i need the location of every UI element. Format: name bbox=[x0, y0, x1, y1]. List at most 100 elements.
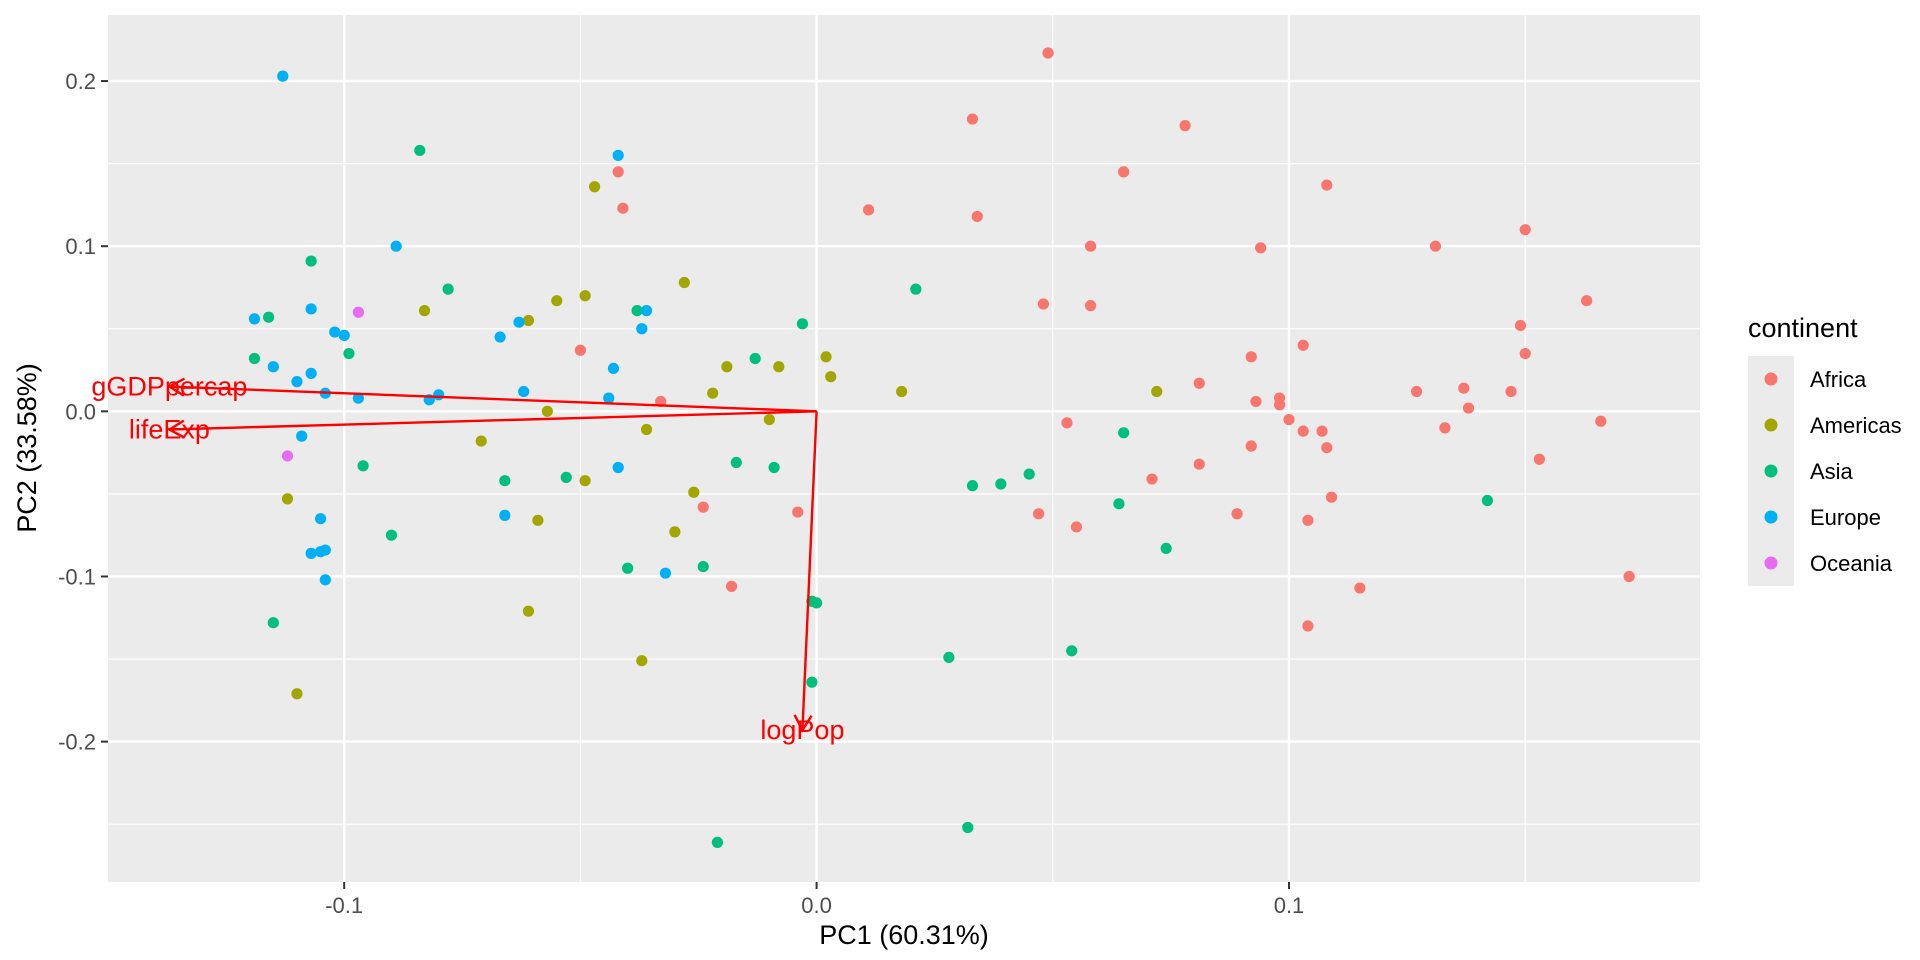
data-point-africa bbox=[1439, 422, 1451, 434]
legend-key-oceania bbox=[1764, 556, 1778, 570]
data-point-africa bbox=[612, 166, 624, 178]
data-point-europe bbox=[612, 461, 624, 474]
data-point-africa bbox=[1354, 582, 1366, 594]
loading-vectors: gGDPpercap lifeExp logPop bbox=[91, 372, 844, 745]
data-point-americas bbox=[825, 371, 837, 383]
data-point-asia bbox=[560, 471, 572, 483]
data-point-asia bbox=[730, 456, 742, 469]
data-point-asia bbox=[385, 529, 398, 541]
data-point-africa bbox=[1321, 179, 1333, 191]
data-point-europe bbox=[603, 392, 615, 404]
data-point-africa bbox=[1245, 440, 1257, 452]
data-point-americas bbox=[522, 605, 535, 617]
data-point-asia bbox=[1113, 498, 1125, 510]
data-point-americas bbox=[588, 181, 601, 193]
data-point-africa bbox=[1061, 417, 1073, 429]
data-point-asia bbox=[995, 478, 1007, 490]
legend-label: Americas bbox=[1810, 413, 1902, 438]
data-point-europe bbox=[499, 509, 511, 521]
data-point-africa bbox=[1533, 453, 1545, 465]
legend-key-asia bbox=[1764, 464, 1778, 478]
data-point-americas bbox=[707, 387, 719, 399]
x-tick-label: 0.1 bbox=[1274, 893, 1305, 918]
data-points bbox=[248, 47, 1635, 848]
data-point-africa bbox=[1146, 473, 1158, 485]
data-point-africa bbox=[1250, 395, 1262, 408]
data-point-europe bbox=[248, 313, 261, 325]
data-point-africa bbox=[1037, 298, 1049, 310]
data-point-asia bbox=[305, 255, 317, 267]
data-point-europe bbox=[659, 567, 672, 579]
legend-label: Asia bbox=[1810, 459, 1854, 484]
data-point-asia bbox=[357, 460, 369, 472]
data-point-europe bbox=[607, 362, 620, 375]
data-point-europe bbox=[305, 547, 317, 559]
data-point-americas bbox=[291, 688, 303, 700]
data-point-asia bbox=[263, 311, 275, 323]
loading-label: gGDPpercap bbox=[91, 372, 247, 402]
data-point-asia bbox=[697, 560, 709, 573]
legend-key-africa bbox=[1764, 372, 1778, 386]
data-point-americas bbox=[579, 290, 591, 302]
data-point-americas bbox=[678, 276, 690, 289]
data-point-africa bbox=[966, 113, 979, 125]
data-point-africa bbox=[1297, 339, 1309, 351]
data-point-africa bbox=[1519, 347, 1531, 360]
legend-label: Africa bbox=[1810, 367, 1867, 392]
legend-key-americas bbox=[1764, 418, 1778, 432]
data-point-asia bbox=[631, 305, 643, 317]
y-tick-label: 0.2 bbox=[65, 69, 96, 94]
legend-label: Oceania bbox=[1810, 551, 1893, 576]
data-point-europe bbox=[329, 326, 341, 338]
data-point-asia bbox=[414, 144, 426, 157]
y-tick-label: 0.0 bbox=[65, 399, 96, 424]
loading-vector bbox=[169, 410, 817, 431]
data-point-africa bbox=[1321, 442, 1333, 454]
grid-minor bbox=[108, 15, 1700, 882]
data-point-europe bbox=[319, 544, 331, 556]
data-point-europe bbox=[338, 329, 350, 341]
data-point-africa bbox=[1084, 300, 1097, 312]
loading-label: logPop bbox=[760, 715, 844, 745]
data-point-europe bbox=[390, 240, 402, 252]
data-point-americas bbox=[820, 351, 832, 363]
data-point-africa bbox=[1084, 240, 1097, 252]
data-point-europe bbox=[494, 331, 506, 343]
legend-key-europe bbox=[1764, 510, 1778, 524]
data-point-americas bbox=[418, 305, 431, 317]
y-tick-label: 0.1 bbox=[65, 234, 96, 259]
data-point-americas bbox=[551, 295, 563, 307]
data-point-asia bbox=[749, 352, 761, 365]
data-point-americas bbox=[541, 405, 553, 417]
data-point-asia bbox=[1066, 645, 1078, 657]
data-point-asia bbox=[343, 347, 355, 360]
data-point-europe bbox=[433, 389, 445, 401]
data-point-africa bbox=[574, 344, 587, 356]
data-point-africa bbox=[1283, 414, 1295, 426]
data-point-africa bbox=[1231, 508, 1243, 520]
data-point-africa bbox=[1302, 514, 1314, 526]
data-point-americas bbox=[688, 486, 700, 498]
data-point-africa bbox=[971, 210, 983, 223]
data-point-europe bbox=[305, 303, 317, 315]
data-point-americas bbox=[896, 385, 908, 398]
loading-vector bbox=[169, 385, 817, 413]
data-point-asia bbox=[267, 617, 279, 629]
data-point-africa bbox=[1070, 521, 1083, 533]
data-point-africa bbox=[1193, 377, 1205, 389]
data-point-africa bbox=[1514, 319, 1527, 332]
loading-label: lifeExp bbox=[129, 415, 210, 445]
data-point-asia bbox=[806, 676, 818, 688]
data-point-asia bbox=[943, 651, 955, 664]
data-point-asia bbox=[711, 836, 724, 848]
data-point-americas bbox=[522, 314, 535, 327]
data-point-africa bbox=[1462, 402, 1475, 414]
plot-panel bbox=[108, 15, 1700, 882]
data-point-africa bbox=[1595, 415, 1607, 427]
data-point-asia bbox=[248, 352, 261, 365]
data-point-europe bbox=[296, 430, 308, 442]
data-point-americas bbox=[763, 414, 775, 426]
data-point-africa bbox=[617, 202, 629, 214]
